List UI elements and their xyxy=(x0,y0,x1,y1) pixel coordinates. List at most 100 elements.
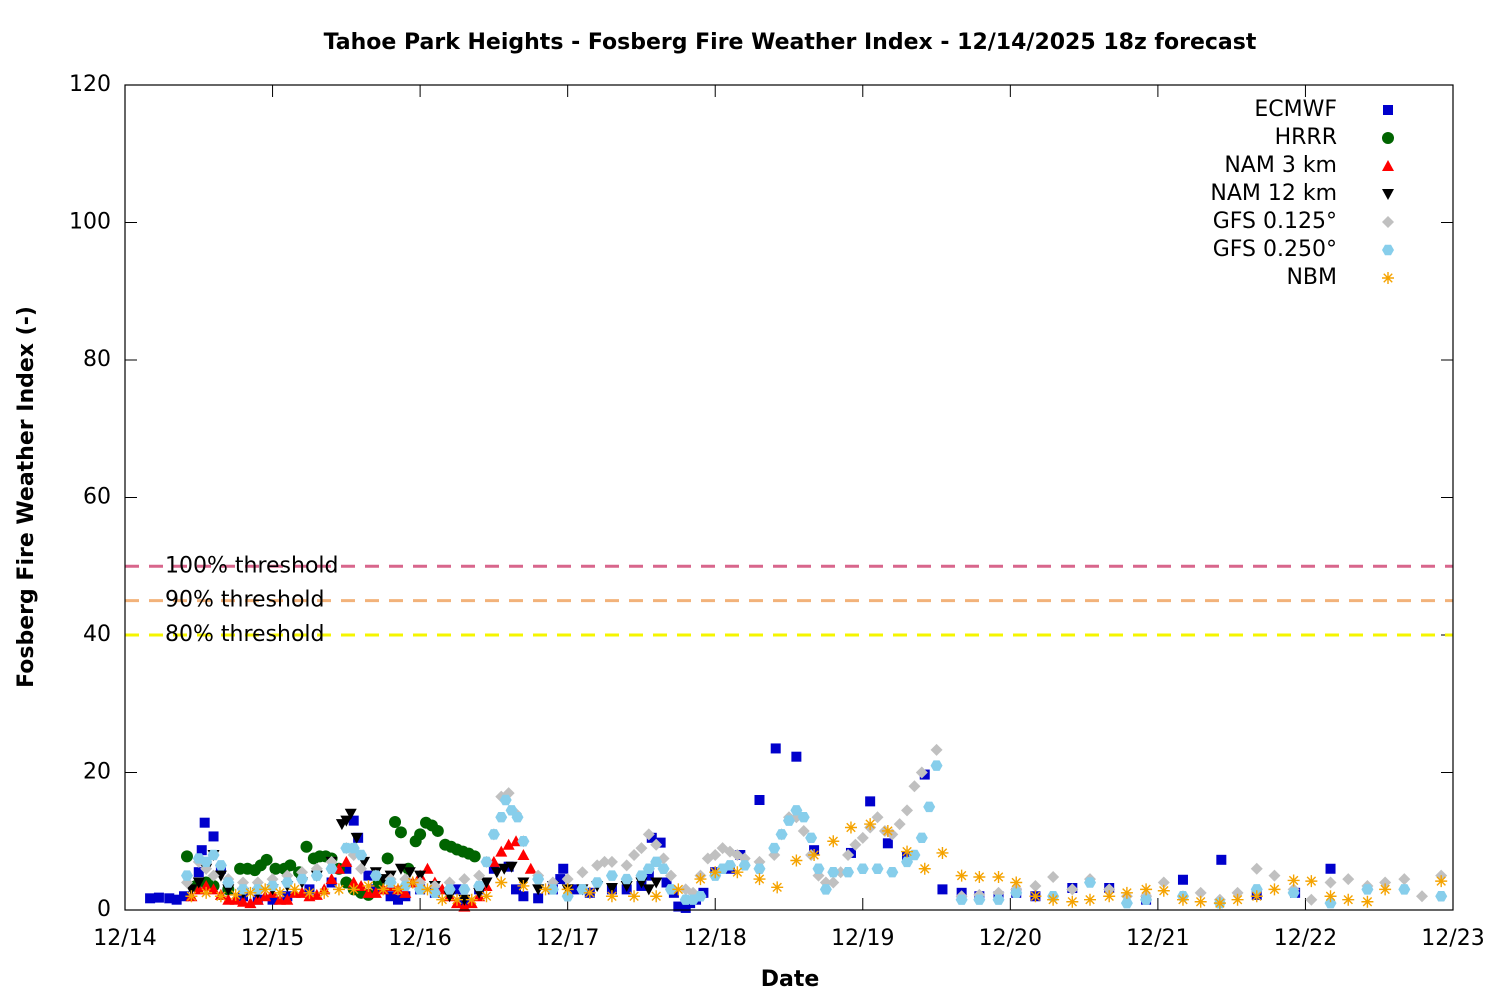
marker-hexagon xyxy=(1435,891,1448,902)
marker-hexagon xyxy=(200,856,213,868)
marker-asterisk xyxy=(332,883,345,896)
marker-hexagon xyxy=(827,866,840,878)
marker-hexagon xyxy=(664,884,677,895)
marker-asterisk xyxy=(709,866,722,879)
marker-hexagon xyxy=(1010,887,1023,899)
legend-marker xyxy=(1382,132,1394,144)
marker-asterisk xyxy=(561,883,574,896)
marker-hexagon xyxy=(901,856,914,868)
marker-square xyxy=(171,894,182,905)
marker-triangle xyxy=(281,893,294,905)
x-tick-label: 12/16 xyxy=(388,926,451,951)
threshold-label: 100% threshold xyxy=(165,553,339,578)
marker-hexagon xyxy=(694,891,707,902)
marker-asterisk xyxy=(1213,897,1226,910)
marker-hexagon xyxy=(856,863,869,874)
marker-hexagon xyxy=(657,863,670,874)
x-tick-label: 12/17 xyxy=(536,926,599,951)
marker-triangle xyxy=(517,849,530,860)
marker-square xyxy=(1325,863,1336,874)
marker-hexagon xyxy=(768,842,781,854)
marker-asterisk xyxy=(214,890,227,903)
marker-asterisk xyxy=(881,824,894,837)
marker-square xyxy=(179,891,190,902)
marker-asterisk xyxy=(1379,883,1392,896)
marker-hexagon xyxy=(207,849,220,861)
marker-asterisk xyxy=(1010,876,1023,889)
marker-hexagon xyxy=(790,805,803,816)
marker-hexagon xyxy=(399,880,412,892)
marker-asterisk xyxy=(465,893,478,906)
marker-circle xyxy=(180,850,193,863)
marker-asterisk xyxy=(790,854,803,867)
marker-triangle-down xyxy=(344,808,357,820)
marker-hexagon xyxy=(458,884,471,895)
marker-square xyxy=(392,894,403,905)
marker-hexagon xyxy=(973,894,986,905)
marker-triangle xyxy=(251,893,264,905)
marker-square xyxy=(1177,874,1188,885)
marker-asterisk xyxy=(864,818,877,831)
marker-asterisk xyxy=(495,876,508,889)
marker-hexagon xyxy=(180,870,193,881)
marker-circle xyxy=(284,859,297,872)
legend-marker xyxy=(1382,216,1394,228)
marker-square xyxy=(518,891,529,902)
marker-asterisk xyxy=(1250,890,1263,903)
marker-hexagon xyxy=(214,860,227,871)
marker-circle xyxy=(381,852,394,865)
marker-square xyxy=(348,815,359,826)
marker-diamond xyxy=(893,818,906,831)
marker-square xyxy=(267,894,278,905)
marker-square xyxy=(533,893,544,904)
marker-asterisk xyxy=(1176,893,1189,906)
marker-asterisk xyxy=(731,866,744,879)
marker-triangle xyxy=(310,888,323,900)
marker-hexagon xyxy=(222,877,235,888)
marker-asterisk xyxy=(1047,893,1060,906)
y-tick-label: 120 xyxy=(69,72,111,97)
marker-diamond xyxy=(620,859,633,872)
marker-triangle xyxy=(207,883,220,895)
marker-asterisk xyxy=(827,835,840,848)
marker-diamond xyxy=(1047,871,1060,883)
marker-hexagon xyxy=(325,863,338,874)
marker-hexagon xyxy=(992,894,1005,905)
marker-square xyxy=(341,863,352,874)
marker-triangle xyxy=(340,855,353,867)
marker-asterisk xyxy=(1084,893,1097,906)
marker-triangle-down xyxy=(340,815,353,827)
marker-hexagon xyxy=(1120,897,1133,909)
marker-triangle-down xyxy=(532,884,545,896)
marker-hexagon xyxy=(1250,884,1263,895)
marker-hexagon xyxy=(281,877,294,888)
marker-triangle xyxy=(296,886,309,898)
marker-asterisk xyxy=(377,883,390,896)
marker-hexagon xyxy=(642,863,655,874)
marker-hexagon xyxy=(605,870,618,881)
marker-triangle xyxy=(244,897,257,909)
y-tick-label: 80 xyxy=(83,347,111,372)
marker-square xyxy=(770,743,781,754)
marker-asterisk xyxy=(259,883,272,896)
marker-hexagon xyxy=(797,811,810,823)
marker-diamond xyxy=(642,828,655,841)
marker-asterisk xyxy=(362,879,375,892)
marker-square xyxy=(865,796,876,807)
marker-diamond xyxy=(709,849,722,861)
legend-marker xyxy=(1382,189,1394,200)
marker-circle xyxy=(260,853,273,866)
marker-hexagon xyxy=(480,856,493,868)
marker-asterisk xyxy=(1120,886,1133,899)
marker-square xyxy=(661,877,672,888)
marker-hexagon xyxy=(819,884,832,895)
legend-label: ECMWF xyxy=(1254,97,1337,122)
marker-asterisk xyxy=(1140,883,1153,896)
marker-square xyxy=(363,870,374,881)
marker-diamond xyxy=(1194,886,1207,899)
x-tick-label: 12/19 xyxy=(831,926,894,951)
marker-hexagon xyxy=(266,880,279,892)
marker-square xyxy=(145,893,156,904)
marker-asterisk xyxy=(1287,874,1300,887)
